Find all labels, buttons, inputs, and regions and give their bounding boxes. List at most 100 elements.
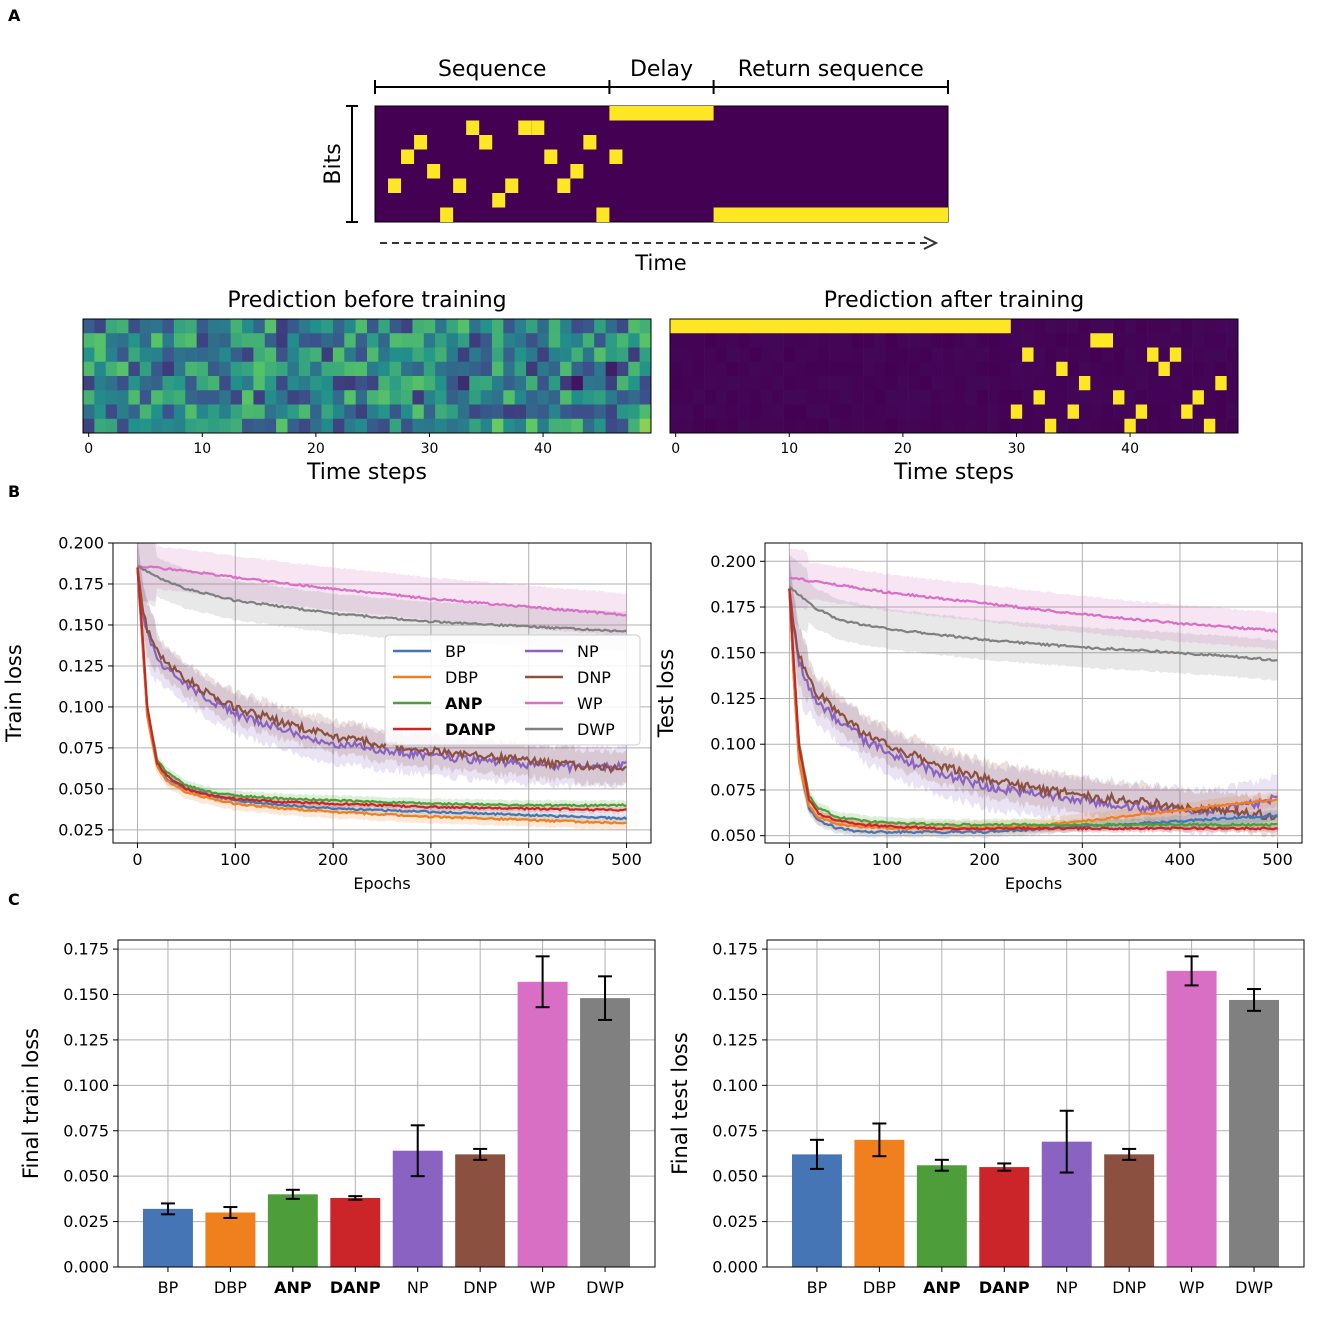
- heatmap-cell: [185, 404, 197, 420]
- heatmap-cell: [310, 390, 322, 405]
- heatmap-cell: [681, 376, 694, 391]
- heatmap-cell: [1124, 376, 1137, 391]
- heatmap-cell: [207, 333, 220, 348]
- x-tick-label: 100: [220, 850, 251, 869]
- y-tick-label: 0.125: [58, 656, 104, 675]
- heatmap-cell: [726, 333, 739, 348]
- heatmap-cell: [692, 418, 705, 434]
- x-tick-label-dbp: DBP: [214, 1278, 247, 1297]
- heatmap-cell: [1158, 361, 1171, 377]
- heatmap-cell: [692, 319, 705, 334]
- heatmap-cell: [1067, 376, 1080, 391]
- x-tick-label-wp: WP: [530, 1278, 556, 1297]
- heatmap-cell: [503, 404, 515, 420]
- x-tick-label: 0: [132, 850, 142, 869]
- heatmap-xlabel: Time steps: [306, 460, 427, 485]
- heatmap-cell: [94, 361, 107, 377]
- heatmap-cell: [726, 361, 739, 377]
- y-tick-label: 0.175: [710, 598, 756, 617]
- heatmap-cell: [162, 347, 175, 363]
- heatmap-cell: [491, 390, 504, 405]
- heatmap-cell: [1067, 418, 1080, 434]
- heatmap-cell: [469, 404, 481, 420]
- heatmap-cell: [276, 361, 288, 377]
- heatmap-cell: [435, 347, 447, 363]
- heatmap-cell: [571, 418, 584, 434]
- heatmap-cell: [851, 376, 864, 391]
- heatmap-cell: [749, 376, 762, 391]
- heatmap-cell: [332, 319, 345, 334]
- schematic-background: [374, 105, 949, 223]
- heatmap-cell: [435, 361, 447, 377]
- heatmap-cell: [162, 361, 175, 377]
- heatmap-cell: [1101, 376, 1114, 391]
- y-axis-label: Test loss: [654, 649, 678, 739]
- legend-label-danp: DANP: [445, 720, 496, 739]
- y-tick-label: 0.200: [710, 552, 756, 571]
- x-tick-label-anp: ANP: [923, 1278, 961, 1297]
- heatmap-cell: [919, 390, 932, 405]
- heatmap-cell: [1022, 333, 1034, 348]
- heatmap-cell: [560, 361, 572, 377]
- heatmap-cell: [401, 347, 413, 363]
- heatmap-cell: [772, 404, 784, 420]
- heatmap-cell: [310, 347, 322, 363]
- heatmap-cell: [931, 319, 943, 334]
- heatmap-cell: [423, 347, 436, 363]
- heatmap-cell: [1078, 376, 1091, 391]
- sequence-bit: [544, 149, 558, 164]
- heatmap-cell: [817, 361, 830, 377]
- heatmap-cell: [139, 319, 152, 334]
- heatmap-cell: [332, 390, 345, 405]
- heatmap-cell: [207, 376, 220, 391]
- heatmap-cell: [582, 390, 595, 405]
- bar-anp: [267, 1194, 318, 1267]
- heatmap-cell: [173, 390, 186, 405]
- panel-label-a: A: [8, 6, 21, 25]
- heatmap-cell: [1215, 361, 1227, 377]
- heatmap-cell: [1226, 347, 1239, 363]
- heatmap-cell: [1056, 333, 1068, 348]
- heatmap-cell: [840, 333, 853, 348]
- heatmap-cell: [919, 333, 932, 348]
- heatmap-cell: [435, 319, 447, 334]
- series-line-dbp: [788, 588, 1278, 831]
- heatmap-cell: [851, 347, 864, 363]
- series-band-np: [137, 543, 627, 791]
- heatmap-cell: [412, 418, 425, 434]
- heatmap-cell: [738, 333, 750, 348]
- heatmap-cell: [1169, 361, 1182, 377]
- heatmap-cell: [491, 319, 504, 334]
- heatmap-cell: [738, 319, 750, 334]
- heatmap-cell: [1215, 347, 1227, 363]
- heatmap-cell: [639, 404, 652, 420]
- heatmap-cell: [276, 390, 288, 405]
- heatmap-cell: [548, 319, 561, 334]
- heatmap-cell: [548, 390, 561, 405]
- heatmap-cell: [1135, 319, 1148, 334]
- heatmap-cell: [242, 418, 254, 434]
- heatmap-frame: [82, 318, 652, 434]
- heatmap-cell: [151, 361, 163, 377]
- heatmap-cell: [942, 347, 955, 363]
- heatmap-cell: [83, 333, 95, 348]
- heatmap-cell: [1113, 319, 1125, 334]
- series-line-dbp: [136, 567, 627, 825]
- heatmap-cell: [367, 390, 379, 405]
- heatmap-cell: [670, 404, 682, 420]
- heatmap-cell: [726, 376, 739, 391]
- heatmap-cell: [162, 390, 175, 405]
- heatmap-cell: [794, 361, 807, 377]
- heatmap-cell: [908, 390, 921, 405]
- x-tick-label: 400: [1165, 850, 1196, 869]
- heatmap-cell: [817, 347, 830, 363]
- heatmap-cell: [749, 390, 762, 405]
- heatmap-cell: [999, 404, 1012, 420]
- heatmap-cell: [423, 404, 436, 420]
- sequence-bit: [557, 178, 571, 193]
- heatmap-cell: [378, 404, 391, 420]
- heatmap-cell: [173, 376, 186, 391]
- heatmap-cell: [242, 319, 254, 334]
- heatmap-cell: [128, 404, 141, 420]
- heatmap-cell: [514, 404, 527, 420]
